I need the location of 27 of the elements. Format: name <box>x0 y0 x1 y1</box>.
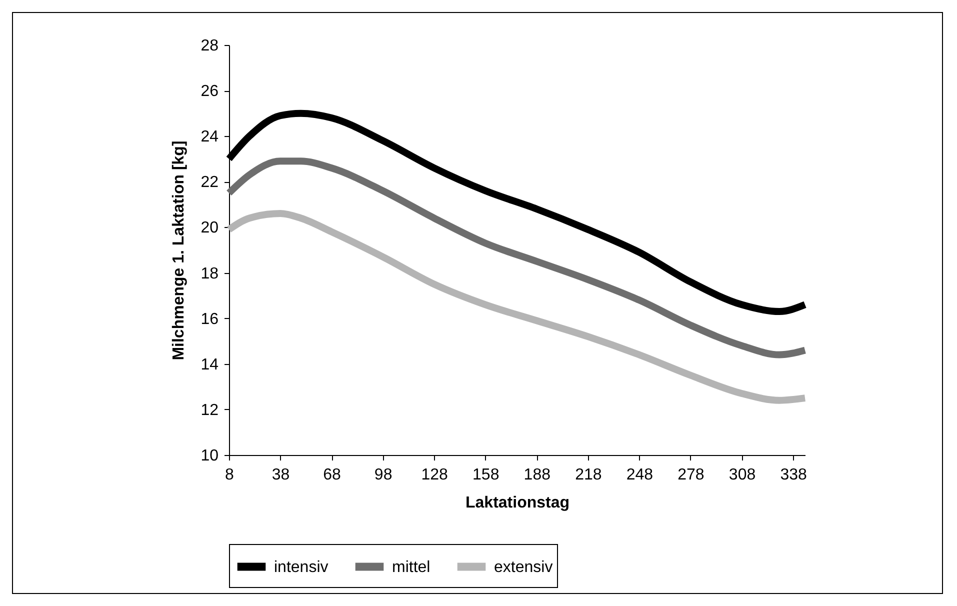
y-tick-label: 16 <box>200 310 219 328</box>
y-tick-label: 18 <box>200 265 219 282</box>
x-tick-label: 8 <box>225 466 234 484</box>
x-tick-label: 248 <box>626 466 654 484</box>
legend-label: intensiv <box>274 558 328 576</box>
y-tick-label: 12 <box>200 402 219 419</box>
x-tick-label: 338 <box>780 466 807 484</box>
y-tick-label: 28 <box>200 38 219 54</box>
x-tick-label: 188 <box>524 466 551 484</box>
x-tick-label: 128 <box>421 466 448 484</box>
x-tick-label: 218 <box>575 466 602 484</box>
y-tick-label: 24 <box>200 128 219 146</box>
x-tick-label: 158 <box>472 466 500 484</box>
y-tick-label: 26 <box>200 83 219 100</box>
y-tick-label: 22 <box>200 174 219 192</box>
x-axis-title: Laktationstag <box>465 494 570 512</box>
legend-label: extensiv <box>494 558 553 576</box>
y-tick-label: 10 <box>200 448 219 464</box>
y-tick-label: 14 <box>200 356 219 374</box>
x-tick-label: 278 <box>678 466 704 484</box>
legend-label: mittel <box>392 558 430 576</box>
y-axis-title: Milchmenge 1. Laktation [kg] <box>170 140 188 360</box>
x-tick-label: 308 <box>728 466 756 484</box>
x-tick-label: 68 <box>323 466 342 484</box>
x-tick-label: 98 <box>374 466 392 484</box>
x-tick-label: 38 <box>272 466 290 484</box>
y-tick-label: 20 <box>200 220 219 237</box>
